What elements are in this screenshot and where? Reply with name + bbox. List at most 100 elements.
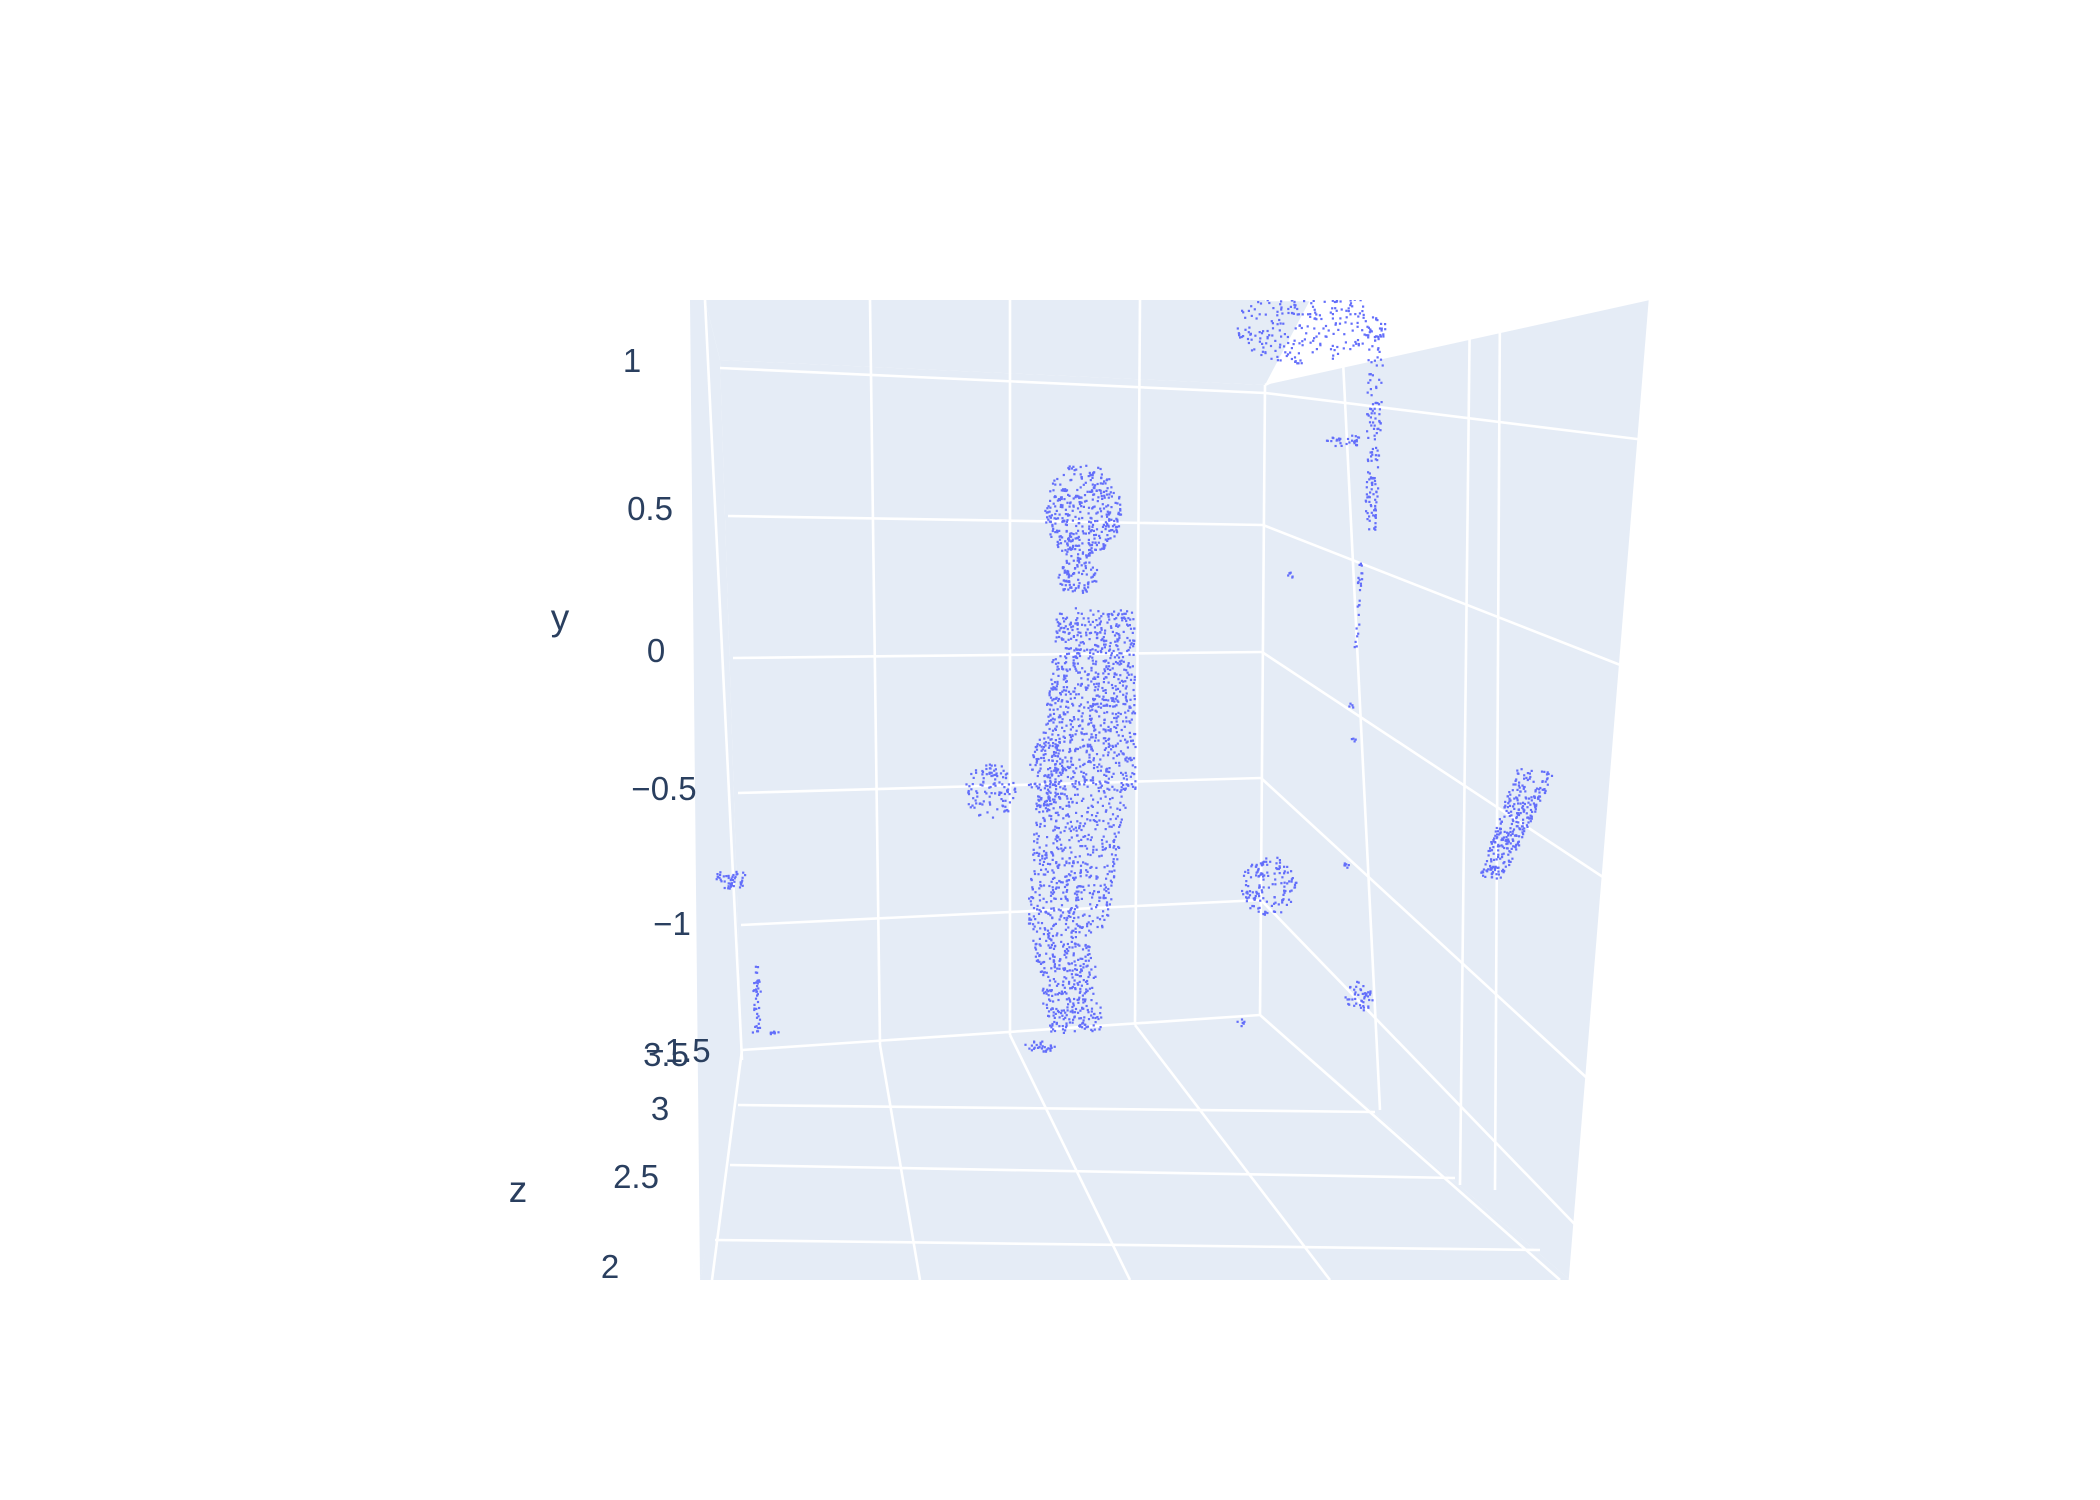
point-person-torso (1057, 774, 1060, 778)
point-person-head (1089, 552, 1092, 555)
point-person-legs (1105, 903, 1108, 906)
point-fragment-left (719, 878, 722, 881)
point-person-torso (1064, 677, 1067, 680)
point-right-wall-patch (1510, 810, 1513, 813)
point-right-wall-patch (1497, 866, 1500, 869)
point-person-arm (1032, 755, 1035, 758)
point-fragment-mid (1265, 900, 1268, 903)
point-person-lower-legs (1038, 937, 1041, 940)
point-person-torso (1089, 779, 1092, 782)
point-fragment-mid (1247, 885, 1250, 888)
point-right-wall-patch (1550, 774, 1554, 777)
point-ceiling (1254, 334, 1257, 337)
point-person-lower-legs (1053, 960, 1056, 963)
point-person-head (1117, 525, 1121, 528)
point-person-arm (1034, 764, 1037, 767)
point-right-wall-patch (1518, 844, 1521, 847)
point-ceiling (1342, 347, 1345, 350)
point-person-torso (1071, 726, 1074, 729)
point-person-torso (1043, 759, 1046, 762)
point-person-head (1088, 532, 1091, 535)
point-person-head (1068, 534, 1072, 538)
point-person-head (1095, 512, 1098, 515)
point-person-torso (1096, 624, 1099, 627)
point-fragment-low (1360, 1000, 1363, 1003)
point-person-head (1081, 530, 1084, 533)
point-person-torso (1059, 705, 1062, 708)
point-person-head (1066, 542, 1069, 545)
point-person-legs (1076, 793, 1079, 796)
point-person-torso (1122, 660, 1125, 663)
point-person-torso (1112, 649, 1115, 653)
point-ceiling (1347, 310, 1350, 313)
point-fragment-mid (1251, 891, 1254, 894)
point-person-torso (1047, 768, 1050, 771)
point-person-torso (1080, 715, 1083, 718)
point-person-head (1100, 515, 1103, 518)
point-person-torso (1107, 751, 1110, 754)
3d-scene[interactable] (690, 286, 1652, 1280)
point-ceiling (1349, 313, 1352, 316)
point-person-head (1093, 505, 1096, 508)
point-ceiling-strand (1373, 479, 1377, 483)
point-person-torso (1129, 627, 1133, 630)
point-person-lower-legs (1091, 1016, 1094, 1019)
point-person-head (1094, 533, 1098, 536)
point-right-wall-patch (1517, 802, 1520, 805)
pane-right (1260, 300, 1650, 1280)
point-person-head (1080, 477, 1083, 480)
point-person-legs (1049, 894, 1053, 897)
point-person-legs (1031, 888, 1034, 891)
point-person-torso (1089, 609, 1092, 612)
point-person-torso (1063, 674, 1066, 677)
point-strand (1359, 562, 1362, 565)
point-person-torso (1069, 739, 1072, 742)
point-person-head (1072, 544, 1075, 547)
point-person-torso (1069, 760, 1073, 763)
point-person-arm (1038, 783, 1041, 786)
grid-line-y (740, 898, 1262, 927)
point-person-head (1101, 503, 1104, 506)
point-person-lower-legs (1039, 944, 1042, 947)
point-person-head (1087, 538, 1090, 541)
point-person-head (1115, 528, 1118, 531)
point-ceiling-strand (1376, 427, 1379, 431)
point-person-legs (1095, 877, 1098, 880)
point-right-wall-patch (1509, 834, 1512, 837)
point-person-torso (1052, 721, 1055, 724)
point-person-legs (1078, 885, 1081, 888)
point-person-torso (1103, 632, 1106, 635)
point-person-head (1044, 509, 1047, 512)
point-person-legs (1061, 850, 1064, 853)
point-person-lower-legs (1073, 1030, 1076, 1033)
point-person-head (1090, 490, 1093, 493)
point-person-foot (1028, 1047, 1031, 1050)
point-person-torso (1104, 691, 1107, 694)
point-fragment-mid (1261, 891, 1264, 894)
point-right-wall-patch (1530, 817, 1533, 820)
point-person-arm (1054, 784, 1058, 788)
point-person-head (1068, 465, 1071, 468)
point-person-legs (1076, 906, 1079, 909)
point-person-head (1051, 482, 1055, 485)
point-right-wall-patch (1544, 791, 1547, 794)
point-person-torso (1059, 692, 1062, 695)
point-fragment-mid (1283, 889, 1286, 892)
point-person-head (1066, 501, 1069, 504)
point-ceiling (1332, 297, 1334, 299)
point-ceiling-strand (1372, 493, 1375, 496)
point-person-torso (1088, 760, 1091, 763)
point-person-hand (967, 803, 970, 806)
point-ceiling-strand (1370, 394, 1373, 397)
point-person-legs (1109, 798, 1112, 801)
point-right-wall-patch (1501, 853, 1504, 856)
point-person-legs (1064, 922, 1068, 926)
point-ceiling (1355, 342, 1358, 345)
point-person-lower-legs (1046, 988, 1049, 991)
point-person-hand (970, 788, 973, 791)
point-right-wall-patch (1490, 849, 1494, 852)
point-person-torso (1134, 786, 1137, 789)
point-person-lower-legs (1047, 1014, 1050, 1017)
point-person-legs (1117, 831, 1120, 834)
